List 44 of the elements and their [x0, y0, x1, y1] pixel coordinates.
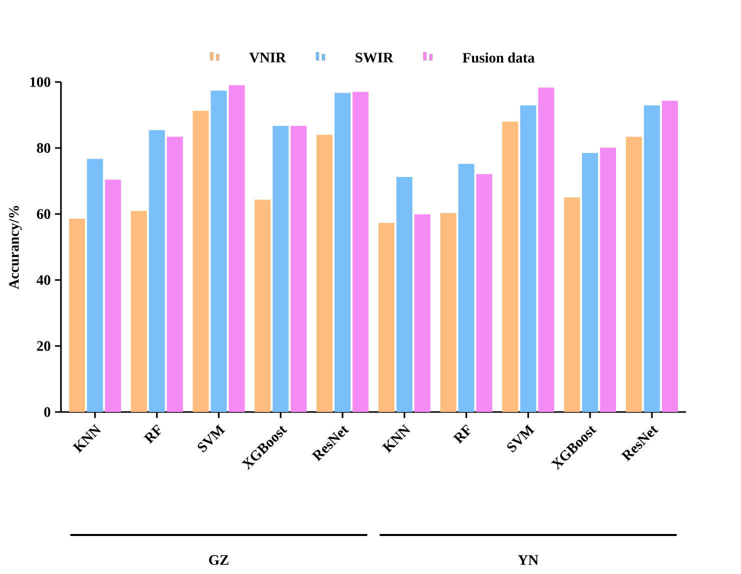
text: GZ — [209, 555, 228, 565]
legend-label: SWIR — [356, 52, 394, 62]
y-tick-label: 40 — [36, 275, 50, 285]
x-tick-label: RF — [143, 424, 162, 444]
y-axis-title: Accurancy/% — [9, 206, 22, 290]
bar — [130, 211, 147, 412]
y-tick-label: 0 — [44, 407, 50, 417]
bar — [334, 92, 351, 412]
bar — [148, 130, 165, 412]
bar — [600, 148, 616, 412]
bar — [210, 90, 227, 412]
legend-label: Fusion data — [462, 52, 535, 63]
bar — [105, 180, 121, 412]
y-tick-label: 80 — [36, 143, 50, 153]
y-tick-label: 100 — [30, 77, 50, 87]
bar — [290, 126, 307, 412]
bar — [644, 105, 660, 412]
legend-label: VNIR — [249, 52, 286, 62]
bar — [378, 222, 394, 412]
bar — [538, 88, 554, 412]
bar — [272, 126, 289, 412]
x-tick-label: RF — [452, 424, 470, 444]
bar — [414, 214, 430, 412]
bar — [440, 213, 456, 412]
bar — [502, 122, 518, 412]
bar — [316, 134, 333, 412]
y-tick-label: 20 — [37, 341, 50, 351]
bar — [352, 92, 369, 412]
bar — [476, 174, 492, 412]
bar — [166, 136, 183, 412]
bar — [87, 158, 104, 412]
bar — [69, 218, 86, 412]
text: YN — [518, 555, 538, 565]
bar — [582, 152, 598, 412]
bar — [564, 198, 580, 412]
bar — [192, 110, 209, 412]
bar — [626, 136, 642, 412]
bar — [662, 100, 678, 412]
bar — [254, 200, 271, 412]
bar — [396, 177, 412, 412]
bar — [228, 85, 245, 412]
bar — [520, 105, 536, 412]
bar — [458, 164, 474, 412]
y-tick-label: 60 — [36, 209, 50, 219]
